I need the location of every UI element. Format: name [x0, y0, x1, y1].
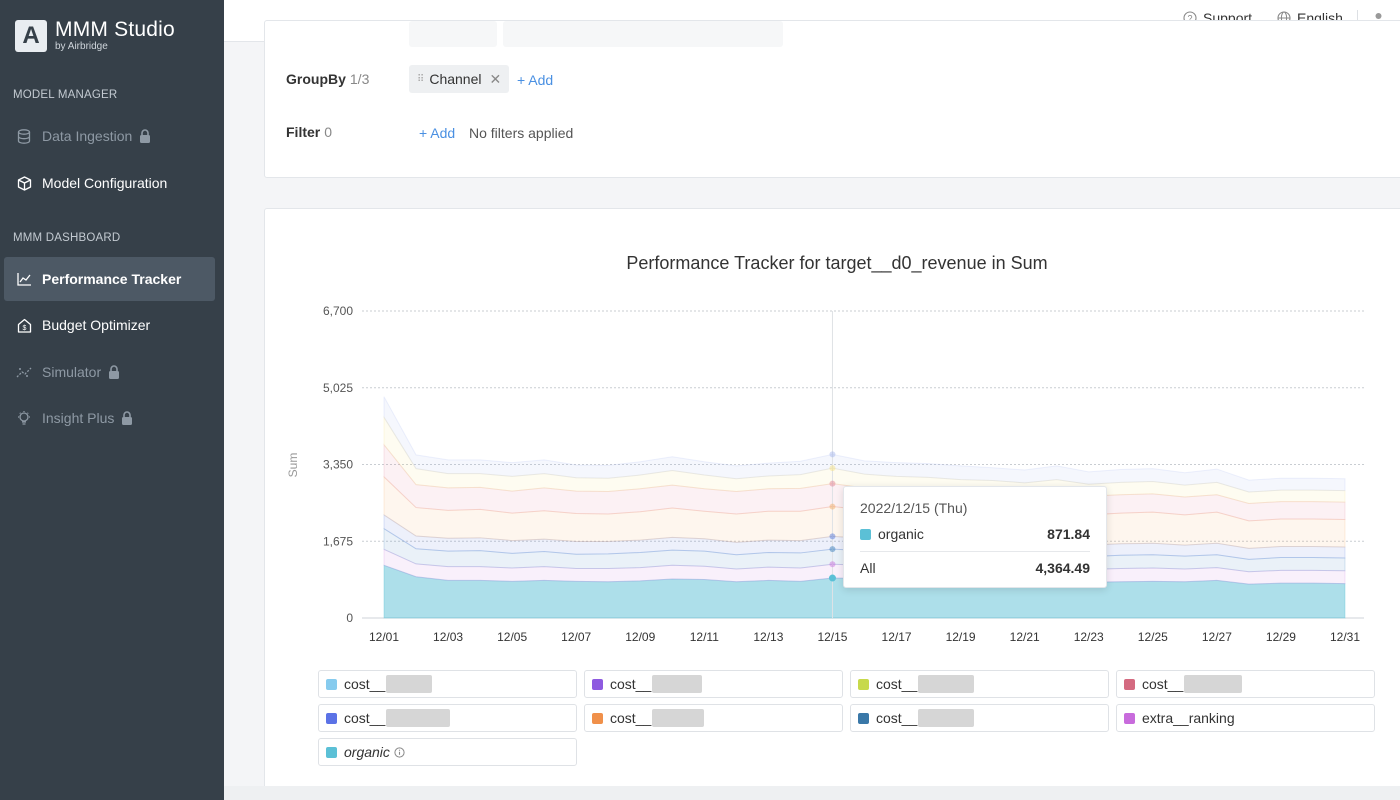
legend-swatch [858, 678, 869, 690]
sidebar-item-label: Data Ingestion [42, 128, 133, 144]
legend-item[interactable]: extra__ranking [1116, 704, 1375, 732]
chart-title: Performance Tracker for target__d0_reven… [626, 253, 1048, 273]
drag-handle-icon[interactable]: ⠿ [417, 73, 424, 85]
house-dollar-icon: $ [16, 317, 32, 333]
sidebar-item-simulator[interactable]: Simulator [4, 350, 215, 394]
sidebar-item-model-configuration[interactable]: Model Configuration [4, 161, 215, 205]
filter-label: Filter 0 [286, 124, 333, 140]
legend-label: cost__ [876, 710, 918, 726]
legend-label: cost__ [610, 710, 652, 726]
legend-label: cost__ [344, 710, 386, 726]
sidebar-item-label: Simulator [42, 364, 102, 380]
filter-add-button[interactable]: + Add [419, 125, 456, 141]
lightbulb-icon [16, 410, 32, 426]
groupby-label: GroupBy 1/3 [286, 71, 370, 87]
bottom-scroll-area [224, 786, 1400, 800]
line-chart-icon [16, 271, 32, 287]
redacted-text [918, 675, 975, 693]
legend-label: cost__ [610, 676, 652, 692]
legend-item[interactable]: organic [318, 738, 577, 766]
svg-text:$: $ [22, 325, 26, 332]
sidebar: A MMM Studio by Airbridge MODEL MANAGER … [0, 0, 224, 800]
redacted-text [386, 709, 451, 727]
tooltip-series-row: organic 871.84 [860, 526, 1090, 542]
brand-logo: A [15, 20, 47, 52]
tooltip-divider [860, 551, 1090, 552]
chart-tooltip: 2022/12/15 (Thu) organic 871.84 All 4,36… [843, 486, 1107, 588]
sidebar-item-label: Budget Optimizer [42, 317, 151, 333]
groupby-add-button[interactable]: + Add [517, 72, 554, 88]
groupby-count: 1/3 [349, 71, 370, 87]
query-settings-card: GroupBy 1/3 ⠿ Channel ✕ + Add Filter 0 + A… [264, 20, 1400, 178]
close-icon[interactable]: ✕ [489, 70, 502, 87]
legend-item[interactable]: cost__ [850, 704, 1109, 732]
sidebar-item-performance-tracker[interactable]: Performance Tracker [4, 257, 215, 301]
redacted-text [918, 709, 975, 727]
svg-text:?: ? [1187, 14, 1192, 24]
sidebar-item-budget-optimizer[interactable]: $ Budget Optimizer [4, 303, 215, 347]
lock-icon [139, 129, 151, 143]
sidebar-item-insight-plus[interactable]: Insight Plus [4, 396, 215, 440]
tooltip-total-value: 4,364.49 [1035, 560, 1091, 576]
redacted-text [1184, 675, 1243, 693]
legend-swatch [592, 678, 603, 690]
brand[interactable]: A MMM Studio by Airbridge [15, 19, 175, 53]
section-model-manager: MODEL MANAGER [13, 89, 118, 101]
info-icon[interactable] [394, 746, 405, 758]
lock-icon [121, 411, 133, 425]
legend-label: cost__ [344, 676, 386, 692]
database-icon [16, 128, 32, 144]
sidebar-item-data-ingestion[interactable]: Data Ingestion [4, 114, 215, 158]
brand-name: MMM Studio [55, 18, 175, 41]
collapsed-control-2 [503, 21, 783, 47]
cube-icon [16, 175, 32, 191]
redacted-text [652, 675, 703, 693]
tooltip-series-value: 871.84 [1047, 526, 1090, 542]
legend-label: cost__ [1142, 676, 1184, 692]
sidebar-item-label: Model Configuration [42, 175, 168, 191]
sidebar-item-label: Performance Tracker [42, 271, 182, 287]
groupby-chip-channel[interactable]: ⠿ Channel ✕ [409, 65, 510, 93]
tooltip-date: 2022/12/15 (Thu) [860, 500, 968, 516]
legend-item[interactable]: cost__ [584, 704, 843, 732]
chip-label: Channel [429, 71, 482, 87]
tooltip-series-name: organic [878, 526, 924, 542]
legend-item[interactable]: cost__ [318, 704, 577, 732]
legend-item[interactable]: cost__ [1116, 670, 1375, 698]
legend-swatch [326, 712, 337, 724]
collapsed-control-1 [409, 21, 497, 47]
lock-icon [108, 365, 120, 379]
tooltip-total-label: All [860, 560, 876, 576]
legend-label: extra__ranking [1142, 710, 1235, 726]
section-mmm-dashboard: MMM DASHBOARD [13, 232, 121, 244]
redacted-text [652, 709, 705, 727]
legend-swatch [858, 712, 869, 724]
legend-swatch [1124, 712, 1135, 724]
redacted-text [386, 675, 433, 693]
no-filters-text: No filters applied [469, 125, 574, 141]
legend-item[interactable]: cost__ [584, 670, 843, 698]
tooltip-total-row: All 4,364.49 [860, 560, 1090, 576]
legend-swatch [326, 746, 337, 758]
legend-label: cost__ [876, 676, 918, 692]
brand-subtitle: by Airbridge [55, 41, 108, 52]
legend-item[interactable]: cost__ [318, 670, 577, 698]
series-swatch [860, 528, 871, 540]
sidebar-item-label: Insight Plus [42, 410, 115, 426]
legend-label: organic [344, 744, 390, 760]
legend-swatch [326, 678, 337, 690]
filter-count: 0 [324, 124, 333, 140]
legend-swatch [592, 712, 603, 724]
legend-item[interactable]: cost__ [850, 670, 1109, 698]
legend-swatch [1124, 678, 1135, 690]
scatter-trend-icon [16, 364, 32, 380]
